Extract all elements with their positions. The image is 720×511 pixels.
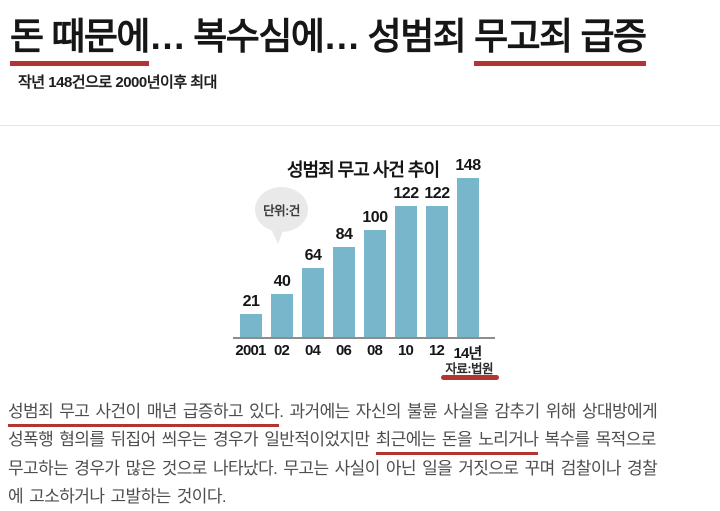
- balloon-tail-icon: [272, 231, 283, 244]
- bar-value-label: 84: [335, 226, 353, 243]
- bar-value-label: 122: [393, 185, 419, 202]
- bar-column: 148: [455, 157, 481, 337]
- body-text-line: 무고하는 경우가 많은 것으로 나타났다. 무고는 사실이 아닌 일을 거짓으로…: [8, 457, 720, 485]
- bar: [364, 230, 386, 337]
- x-axis-label: 02: [273, 342, 290, 359]
- bar: [426, 206, 448, 337]
- red-underlined-text: 성범죄 무고 사건이 매년 급증하고 있다: [8, 402, 280, 427]
- unit-balloon: 단위:건: [255, 187, 308, 244]
- headline: 돈 때문에… 복수심에… 성범죄 무고죄 급증: [10, 6, 647, 66]
- x-axis-label: 12: [428, 342, 445, 359]
- unit-label: 단위:건: [263, 204, 300, 218]
- x-axis-label: 2001: [235, 342, 266, 359]
- text-segment: 무고하는 경우가 많은 것으로 나타났다. 무고는 사실이 아닌 일을 거짓으로…: [8, 458, 658, 478]
- x-axis-label: 04: [304, 342, 321, 359]
- red-underlined-text: 최근에는 돈을 노리거나: [375, 430, 539, 456]
- bar-value-label: 64: [304, 247, 322, 264]
- bar-chart: 성범죄 무고 사건 추이 단위:건 21 40 64 84 100 122 122 148 2…: [233, 156, 499, 388]
- x-axis-label: 14년: [453, 345, 482, 362]
- bar: [333, 247, 355, 337]
- divider: [0, 125, 720, 126]
- bar-column: 21: [240, 293, 262, 337]
- bar-column: 84: [333, 226, 355, 337]
- x-axis-line: [233, 337, 495, 339]
- x-axis-label: 08: [366, 342, 383, 359]
- bar-value-label: 100: [362, 209, 388, 226]
- text-segment: 성폭행 혐의를 뒤집어 씌우는 경우가 일반적이었지만: [8, 430, 376, 450]
- body-text-line: 에 고소하거나 고발하는 것이다.: [8, 485, 720, 511]
- bar-value-label: 148: [455, 157, 481, 174]
- x-axis-label: 06: [335, 342, 352, 359]
- x-axis-label: 10: [397, 342, 414, 359]
- bar: [457, 178, 479, 337]
- text-segment: 복수를 목적으로: [538, 430, 656, 450]
- chart-title: 성범죄 무고 사건 추이: [287, 160, 440, 180]
- chart-x-labels: 2001 02 04 06 08 10 12 14년: [235, 342, 483, 363]
- bar-column: 100: [362, 209, 388, 337]
- bar-value-label: 21: [242, 293, 260, 310]
- text-segment: 에 고소하거나 고발하는 것이다.: [8, 487, 227, 507]
- bar-value-label: 40: [273, 273, 291, 290]
- bar-value-label: 122: [424, 185, 450, 202]
- bar: [271, 294, 293, 337]
- bar-column: 122: [424, 185, 450, 337]
- article-body: 성범죄 무고 사건이 매년 급증하고 있다. 과거에는 자신의 불륜 사실을 감…: [8, 400, 720, 511]
- bar-column: 122: [393, 185, 419, 337]
- source-underline: [441, 375, 499, 380]
- chart-source: 자료:법원: [445, 362, 493, 376]
- bar: [302, 268, 324, 337]
- bar-column: 40: [271, 273, 293, 337]
- body-text-line: 성폭행 혐의를 뒤집어 씌우는 경우가 일반적이었지만 최근에는 돈을 노리거나…: [8, 428, 720, 456]
- text-segment: . 과거에는 자신의 불륜 사실을 감추기 위해 상대방에게: [279, 402, 658, 421]
- text-segment: … 복수심에… 성범죄: [148, 16, 475, 57]
- bar: [395, 206, 417, 337]
- bar-column: 64: [302, 247, 324, 337]
- body-text-line: 성범죄 무고 사건이 매년 급증하고 있다. 과거에는 자신의 불륜 사실을 감…: [8, 400, 720, 428]
- red-underlined-text: 무고죄 급증: [474, 16, 647, 66]
- chart-plot: 21 40 64 84 100 122 122 148: [240, 157, 481, 337]
- subtitle: 작년 148건으로 2000년이후 최대: [18, 74, 217, 91]
- bar: [240, 314, 262, 337]
- red-underlined-text: 돈 때문에: [10, 16, 150, 66]
